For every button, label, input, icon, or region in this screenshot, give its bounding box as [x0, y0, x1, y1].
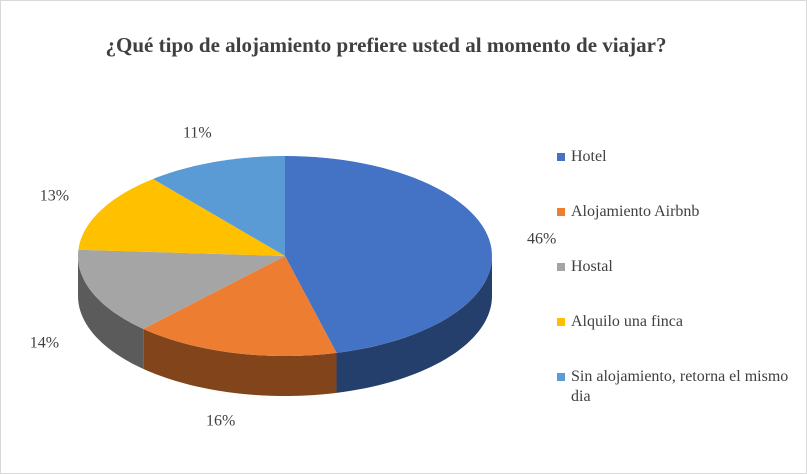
- legend-label: Sin alojamiento, retorna el mismo dia: [571, 368, 789, 405]
- legend-swatch: [557, 373, 565, 381]
- slice-side: [78, 256, 144, 369]
- legend-label: Alojamiento Airbnb: [571, 203, 700, 220]
- data-label: 16%: [206, 413, 235, 430]
- legend-item: Hostal: [557, 257, 797, 312]
- legend: Hotel Alojamiento Airbnb Hostal Alquilo una…: [557, 147, 797, 422]
- legend-item: Alojamiento Airbnb: [557, 202, 797, 257]
- legend-label: Hotel: [571, 148, 607, 165]
- data-label: 14%: [30, 335, 59, 352]
- data-label: 13%: [40, 188, 69, 205]
- data-label: 11%: [183, 124, 212, 141]
- slice: [143, 256, 337, 356]
- slice: [78, 249, 285, 329]
- legend-swatch: [557, 318, 565, 326]
- legend-item: Alquilo una finca: [557, 312, 797, 367]
- slice: [285, 156, 492, 353]
- legend-swatch: [557, 153, 565, 161]
- legend-item: Sin alojamiento, retorna el mismo dia: [557, 367, 797, 422]
- data-label: 46%: [527, 230, 556, 247]
- slice-side: [336, 256, 492, 393]
- legend-label: Alquilo una finca: [571, 313, 683, 330]
- legend-swatch: [557, 208, 565, 216]
- legend-swatch: [557, 263, 565, 271]
- chart-title: ¿Qué tipo de alojamiento prefiere usted …: [105, 33, 667, 57]
- legend-label: Hostal: [571, 258, 613, 275]
- slice-side: [143, 328, 337, 396]
- slice: [153, 156, 285, 256]
- legend-item: Hotel: [557, 147, 797, 202]
- slice: [78, 178, 285, 256]
